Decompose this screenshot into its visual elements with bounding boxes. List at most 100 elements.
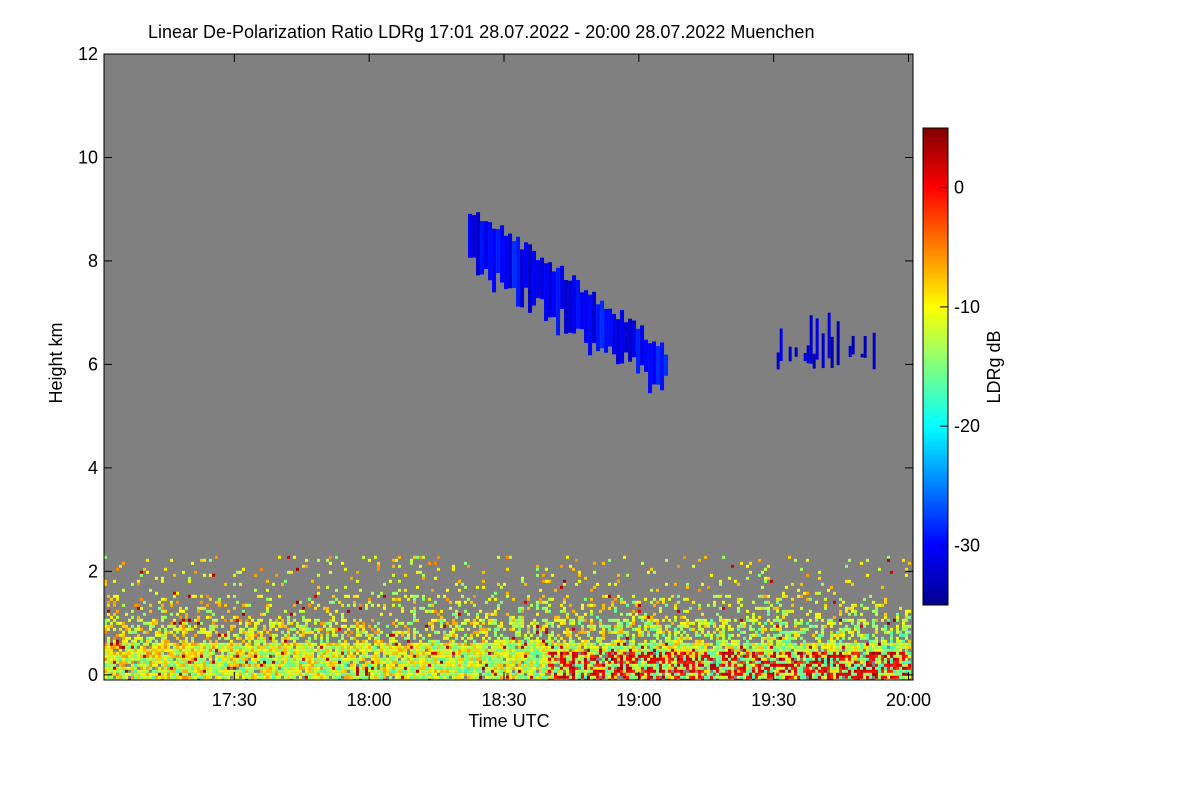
- aerosol-cell: [745, 645, 749, 649]
- aerosol-cell: [871, 669, 875, 673]
- aerosol-cell: [358, 678, 362, 680]
- aerosol-cell: [283, 624, 287, 628]
- aerosol-cell: [619, 600, 623, 604]
- aerosol-cell: [592, 657, 596, 661]
- aerosol-cell: [727, 633, 731, 637]
- aerosol-cell: [808, 666, 812, 670]
- aerosol-cell: [301, 615, 305, 619]
- aerosol-cell: [145, 678, 149, 680]
- aerosol-cell: [664, 654, 668, 658]
- aerosol-cell: [640, 675, 644, 679]
- aerosol-cell: [250, 633, 254, 637]
- aerosol-cell: [652, 624, 656, 628]
- aerosol-cell: [457, 666, 461, 670]
- aerosol-cell: [424, 675, 428, 679]
- aerosol-cell: [316, 630, 320, 634]
- aerosol-cell: [628, 675, 632, 679]
- aerosol-cell: [610, 600, 614, 604]
- aerosol-cell: [832, 645, 836, 649]
- aerosol-cell: [217, 672, 221, 676]
- aerosol-cell: [313, 636, 317, 640]
- aerosol-cell: [208, 615, 212, 619]
- aerosol-cell: [559, 618, 563, 622]
- aerosol-cell: [457, 579, 461, 583]
- aerosol-cell: [415, 654, 419, 658]
- aerosol-cell: [616, 669, 620, 673]
- aerosol-cell: [619, 660, 623, 664]
- aerosol-cell: [718, 642, 722, 646]
- aerosol-cell: [331, 594, 335, 598]
- aerosol-cell: [598, 621, 602, 625]
- aerosol-cell: [226, 660, 230, 664]
- aerosol-cell: [562, 597, 566, 601]
- aerosol-cell: [214, 642, 218, 646]
- aerosol-cell: [424, 645, 428, 649]
- aerosol-cell: [328, 660, 332, 664]
- aerosol-cell: [223, 636, 227, 640]
- aerosol-cell: [535, 663, 539, 667]
- aerosol-cell: [511, 621, 515, 625]
- aerosol-cell: [238, 618, 242, 622]
- aerosol-cell: [445, 666, 449, 670]
- aerosol-cell: [778, 666, 782, 670]
- aerosol-cell: [286, 675, 290, 679]
- aerosol-cell: [877, 642, 881, 646]
- aerosol-cell: [235, 600, 239, 604]
- aerosol-cell: [538, 678, 542, 680]
- aerosol-cell: [532, 645, 536, 649]
- aerosol-cell: [208, 669, 212, 673]
- aerosol-cell: [823, 678, 827, 680]
- aerosol-cell: [574, 582, 578, 586]
- aerosol-cell: [244, 663, 248, 667]
- aerosol-cell: [412, 648, 416, 652]
- aerosol-cell: [889, 675, 893, 679]
- aerosol-cell: [859, 666, 863, 670]
- aerosol-cell: [187, 666, 191, 670]
- aerosol-cell: [439, 678, 443, 680]
- aerosol-cell: [901, 621, 905, 625]
- aerosol-cell: [844, 606, 848, 610]
- aerosol-cell: [817, 654, 821, 658]
- aerosol-cell: [835, 645, 839, 649]
- aerosol-cell: [115, 615, 119, 619]
- aerosol-cell: [553, 648, 557, 652]
- aerosol-cell: [562, 672, 566, 676]
- aerosol-cell: [625, 657, 629, 661]
- aerosol-cell: [301, 642, 305, 646]
- aerosol-cell: [397, 663, 401, 667]
- aerosol-cell: [592, 660, 596, 664]
- aerosol-cell: [748, 642, 752, 646]
- aerosol-cell: [760, 645, 764, 649]
- aerosol-cell: [208, 654, 212, 658]
- aerosol-cell: [817, 615, 821, 619]
- aerosol-cell: [601, 657, 605, 661]
- aerosol-cell: [442, 594, 446, 598]
- aerosol-cell: [184, 612, 188, 616]
- aerosol-cell: [307, 666, 311, 670]
- aerosol-cell: [412, 597, 416, 601]
- aerosol-cell: [730, 633, 734, 637]
- aerosol-cell: [184, 675, 188, 679]
- aerosol-cell: [538, 642, 542, 646]
- aerosol-cell: [799, 582, 803, 586]
- aerosol-cell: [559, 660, 563, 664]
- aerosol-cell: [709, 618, 713, 622]
- aerosol-cell: [274, 663, 278, 667]
- aerosol-cell: [637, 660, 641, 664]
- aerosol-cell: [418, 633, 422, 637]
- aerosol-cell: [766, 618, 770, 622]
- aerosol-cell: [895, 627, 899, 631]
- aerosol-cell: [616, 621, 620, 625]
- aerosol-cell: [145, 675, 149, 679]
- aerosol-cell: [739, 645, 743, 649]
- aerosol-cell: [154, 660, 158, 664]
- aerosol-cell: [157, 645, 161, 649]
- aerosol-cell: [307, 642, 311, 646]
- aerosol-cell: [724, 618, 728, 622]
- aerosol-cell: [811, 660, 815, 664]
- aerosol-cell: [580, 669, 584, 673]
- aerosol-cell: [331, 600, 335, 604]
- aerosol-cell: [568, 657, 572, 661]
- aerosol-cell: [148, 672, 152, 676]
- aerosol-cell: [496, 639, 500, 643]
